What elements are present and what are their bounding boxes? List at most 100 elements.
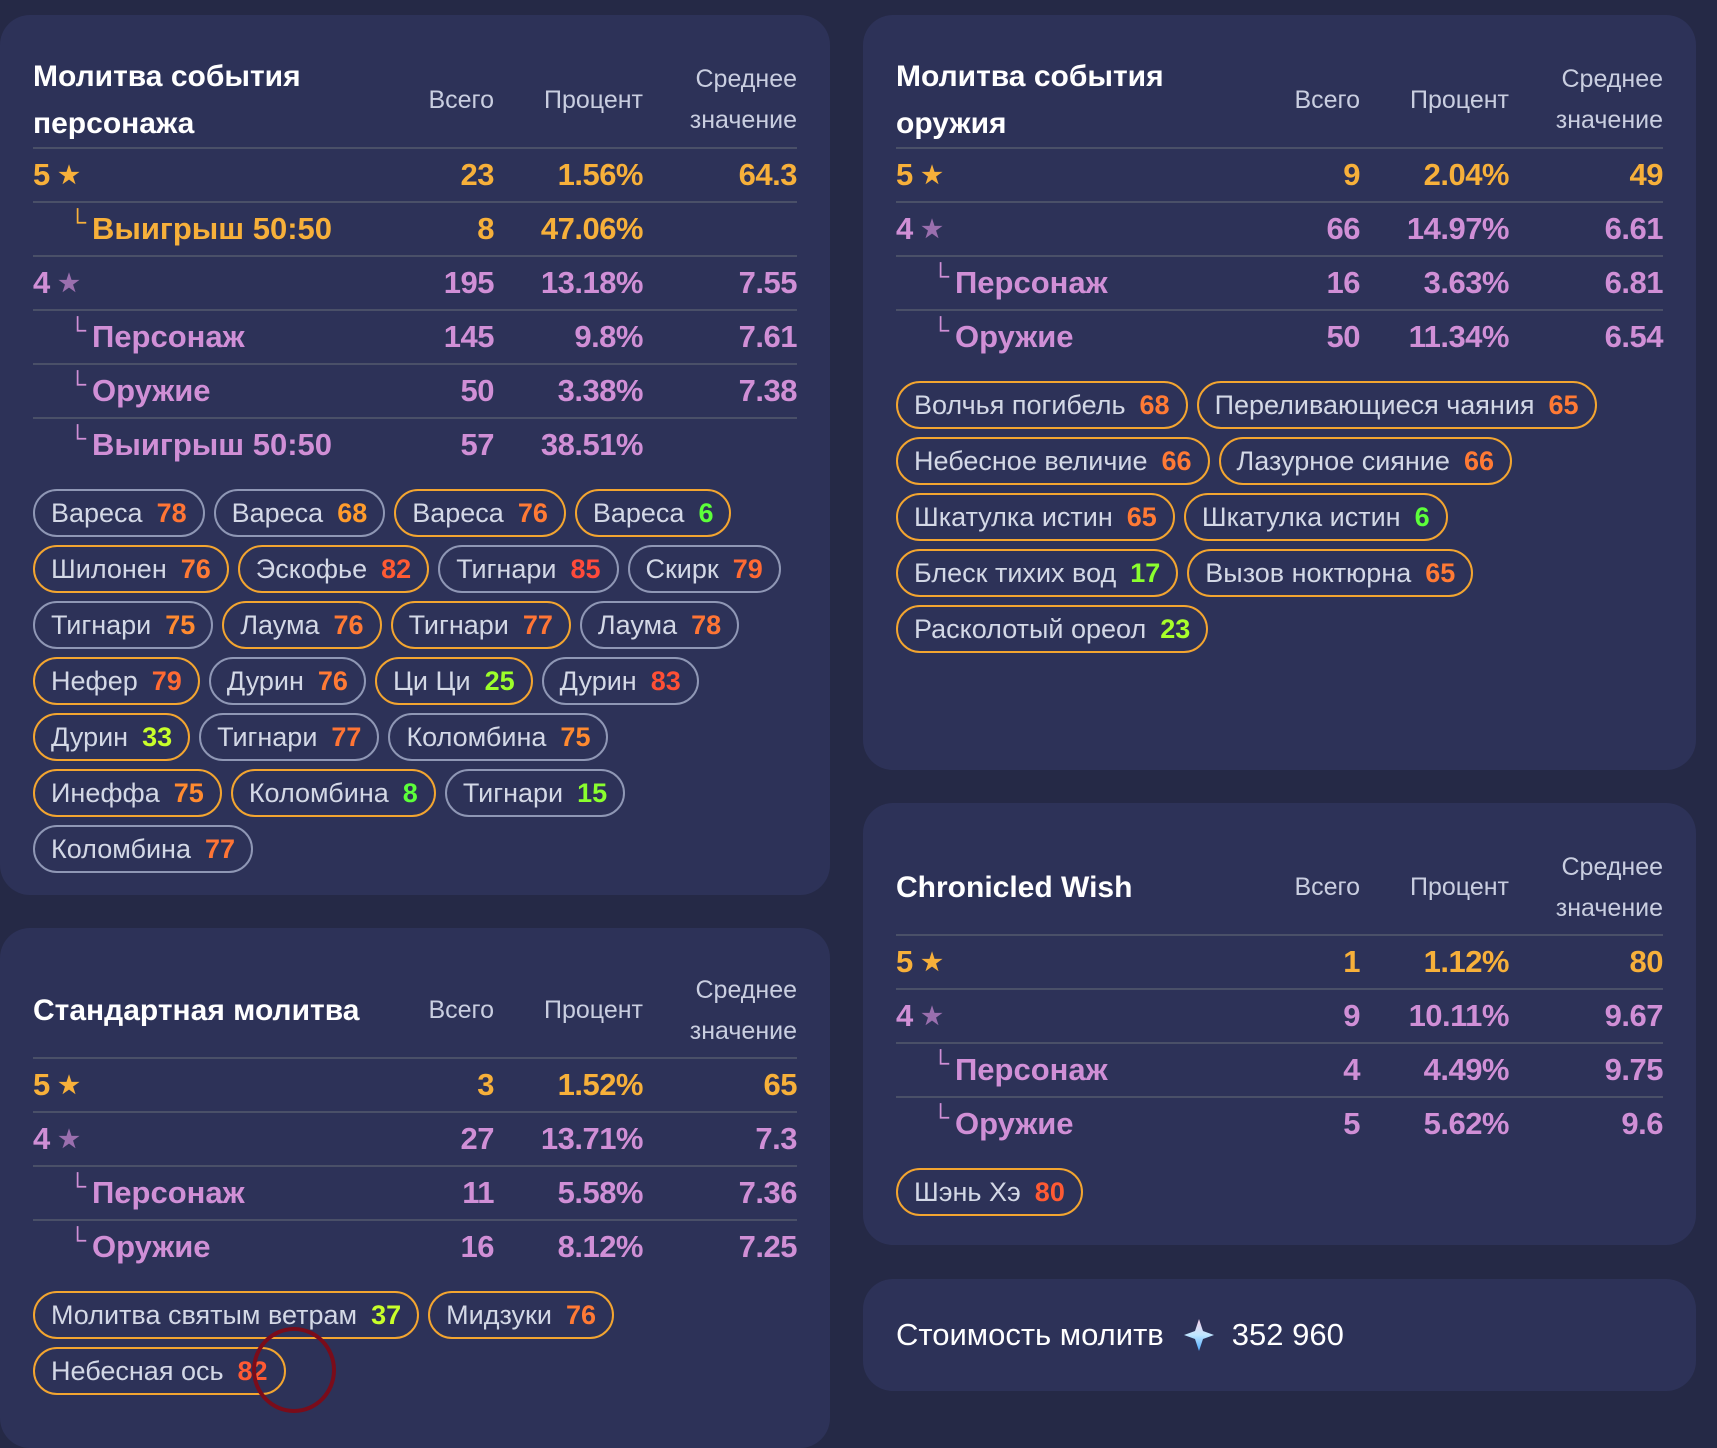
row-label: 4 ★ (33, 1121, 384, 1157)
row-label: 5 ★ (896, 944, 1250, 980)
primogem-icon (1183, 1319, 1214, 1351)
row-percent: 9.8% (574, 319, 643, 354)
pull-pill[interactable]: Волчья погибель 68 (896, 381, 1188, 429)
pull-name: Коломбина (406, 721, 547, 752)
pull-pill[interactable]: Лазурное сияние 66 (1218, 437, 1512, 485)
card-title: Chronicled Wish (896, 871, 1133, 904)
row-avg: 7.38 (738, 373, 798, 408)
pull-count: 65 (1126, 501, 1157, 532)
pull-pill[interactable]: Небесное величие 66 (896, 437, 1210, 485)
pull-pill[interactable]: Шэнь Хэ 80 (896, 1168, 1083, 1216)
row-percent: 8.12% (557, 1229, 644, 1264)
pull-pill[interactable]: Шилонен 76 (33, 545, 229, 593)
pull-pill[interactable]: Расколотый ореол 23 (896, 605, 1209, 653)
row-label: 5 ★ (896, 157, 1250, 193)
pull-pill[interactable]: Вареса 6 (574, 489, 732, 537)
row-total: 5 (1343, 1106, 1360, 1141)
pull-count: 82 (381, 553, 412, 584)
pull-name: Скирк (645, 553, 719, 584)
pull-pill[interactable]: Тигнари 75 (33, 601, 214, 649)
row-avg: 7.3 (755, 1121, 797, 1156)
pull-pill[interactable]: Молитва святым ветрам 37 (33, 1291, 420, 1339)
pull-count: 75 (165, 609, 196, 640)
pull-pill[interactable]: Коломбина 75 (388, 713, 609, 761)
pull-name: Инеффа (51, 777, 160, 808)
row-label: 4 ★ (896, 211, 1250, 247)
table-row: └ Персонаж 16 3.63% 6.81 (896, 257, 1664, 311)
pull-pill[interactable]: Ци Ци 25 (374, 657, 533, 705)
pull-name: Переливающиеся чаяния (1214, 389, 1535, 420)
pull-pill[interactable]: Дурин 83 (541, 657, 699, 705)
row-label: 5 ★ (33, 157, 384, 193)
column-average: Среднее значение (1509, 59, 1663, 141)
pull-count: 76 (517, 497, 548, 528)
pull-pill[interactable]: Дурин 76 (208, 657, 366, 705)
row-percent: 5.58% (557, 1175, 644, 1210)
row-total: 145 (443, 319, 495, 354)
tree-corner-icon: └ (69, 1173, 87, 1200)
pull-name: Вареса (51, 497, 143, 528)
pull-pill[interactable]: Коломбина 8 (230, 769, 436, 817)
row-label-text: Выигрыш 50:50 (92, 427, 332, 462)
table-row: └ Персонаж 4 4.49% 9.75 (896, 1044, 1664, 1098)
card-title: Молитва события оружия (896, 60, 1164, 140)
pull-pill[interactable]: Эскофье 82 (237, 545, 430, 593)
pull-pill[interactable]: Шкатулка истин 6 (1183, 493, 1448, 541)
pull-pill[interactable]: Небесная ось 82 (33, 1347, 286, 1395)
row-label-text: Оружие (92, 373, 211, 408)
pull-pill[interactable]: Вареса 68 (213, 489, 386, 537)
pull-count: 76 (317, 665, 348, 696)
pull-pill[interactable]: Тигнари 85 (438, 545, 619, 593)
pull-pill[interactable]: Вызов ноктюрна 65 (1187, 549, 1474, 597)
pull-count: 75 (560, 721, 591, 752)
pull-name: Дурин (51, 721, 129, 752)
row-total: 16 (1326, 265, 1361, 300)
pull-pill[interactable]: Вареса 76 (394, 489, 566, 537)
pull-list: Вареса 78 Вареса 68 Вареса 76 Вареса 6 Шилонен 76… (33, 489, 797, 873)
tree-corner-icon: └ (69, 371, 87, 398)
row-label-text: Оружие (92, 1229, 211, 1264)
pull-pill[interactable]: Тигнари 15 (444, 769, 626, 817)
pull-pill[interactable]: Дурин 33 (33, 713, 191, 761)
pull-pill[interactable]: Блеск тихих вод 17 (896, 549, 1179, 597)
pull-pill[interactable]: Лаума 78 (579, 601, 740, 649)
pull-pill[interactable]: Коломбина 77 (33, 825, 254, 873)
pull-pill[interactable]: Тигнари 77 (390, 601, 571, 649)
pull-pill[interactable]: Скирк 79 (627, 545, 781, 593)
pull-name: Вызов ноктюрна (1205, 557, 1412, 588)
pull-count: 78 (156, 497, 187, 528)
row-avg: 49 (1629, 157, 1664, 192)
row-avg: 6.81 (1604, 265, 1664, 300)
pull-list: Шэнь Хэ 80 (896, 1168, 1663, 1216)
pull-name: Вареса (231, 497, 324, 528)
row-label-text: Выигрыш 50:50 (92, 211, 332, 246)
tree-corner-icon: └ (932, 263, 950, 290)
row-label: 4 ★ (896, 998, 1250, 1034)
column-total: Всего (428, 996, 494, 1024)
pull-pill[interactable]: Мидзуки 76 (428, 1291, 615, 1339)
star-icon: ★ (921, 948, 943, 976)
star-icon: ★ (921, 1002, 943, 1030)
row-label: └ Персонаж (896, 263, 1250, 301)
row-label-text: 4 (896, 998, 914, 1033)
pull-pill[interactable]: Вареса 78 (33, 489, 205, 537)
pull-count: 79 (151, 665, 182, 696)
row-label: 5 ★ (33, 1067, 384, 1103)
star-icon: ★ (58, 161, 80, 189)
pull-pill[interactable]: Тигнари 77 (199, 713, 380, 761)
card-standard: Стандартная молитва Всего Процент Среднее зн… (0, 928, 830, 1448)
column-percent: Процент (1410, 873, 1509, 901)
table-body: 5 ★ 1 1.12% 80 4 ★ 9 10.11% 9.67 └ Персонаж 4 4.49% 9.… (896, 936, 1664, 1150)
pull-pill[interactable]: Переливающиеся чаяния 65 (1196, 381, 1597, 429)
pull-pill[interactable]: Шкатулка истин 65 (896, 493, 1175, 541)
row-label: 4 ★ (33, 265, 384, 301)
star-icon: ★ (58, 269, 80, 297)
pull-name: Эскофье (255, 553, 368, 584)
pull-count: 78 (691, 609, 722, 640)
row-avg: 65 (763, 1067, 798, 1102)
pull-pill[interactable]: Нефер 79 (33, 657, 200, 705)
row-avg: 7.25 (738, 1229, 798, 1264)
pull-pill[interactable]: Лаума 76 (222, 601, 382, 649)
table-row: 4 ★ 195 13.18% 7.55 (33, 257, 798, 311)
pull-pill[interactable]: Инеффа 75 (33, 769, 222, 817)
